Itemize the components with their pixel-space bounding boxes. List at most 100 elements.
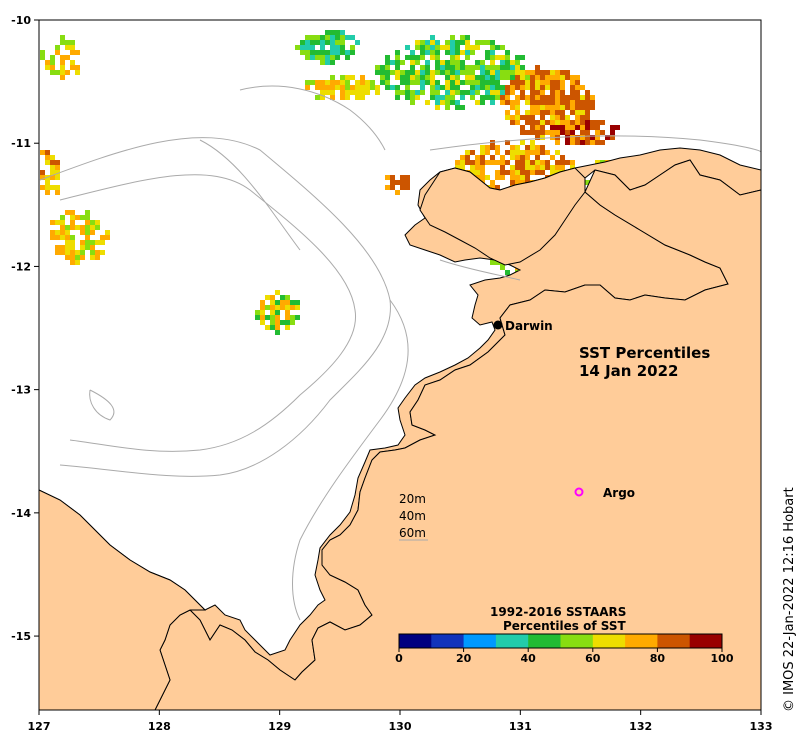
sst-pixel — [515, 155, 520, 160]
sst-pixel — [300, 50, 305, 55]
sst-pixel — [270, 300, 275, 305]
sst-pixel — [440, 65, 445, 70]
colorbar-tick-label: 100 — [711, 652, 734, 665]
sst-pixel — [525, 175, 530, 180]
sst-pixel — [335, 55, 340, 60]
sst-pixel — [575, 120, 580, 125]
sst-pixel — [350, 75, 355, 80]
sst-pixel — [470, 75, 475, 80]
sst-pixel — [460, 60, 465, 65]
colorbar-frame — [398, 633, 723, 649]
sst-pixel — [530, 95, 535, 100]
sst-pixel — [320, 45, 325, 50]
sst-pixel — [270, 320, 275, 325]
sst-pixel — [50, 70, 55, 75]
sst-pixel — [505, 270, 510, 275]
sst-pixel — [580, 135, 585, 140]
sst-pixel — [505, 140, 510, 145]
sst-pixel — [410, 70, 415, 75]
sst-pixel — [85, 225, 90, 230]
sst-pixel — [585, 115, 590, 120]
sst-pixel — [530, 170, 535, 175]
sst-pixel — [55, 45, 60, 50]
sst-pixel — [520, 75, 525, 80]
sst-pixel — [490, 95, 495, 100]
sst-pixel — [590, 105, 595, 110]
sst-pixel — [430, 85, 435, 90]
sst-pixel — [560, 120, 565, 125]
sst-pixel — [515, 95, 520, 100]
sst-pixel — [490, 45, 495, 50]
sst-pixel — [350, 90, 355, 95]
sst-pixel — [435, 60, 440, 65]
sst-pixel — [535, 130, 540, 135]
sst-pixel — [295, 305, 300, 310]
x-tick-label: 132 — [629, 720, 652, 733]
sst-pixel — [405, 70, 410, 75]
sst-pixel — [90, 230, 95, 235]
sst-pixel — [475, 90, 480, 95]
sst-pixel — [260, 310, 265, 315]
sst-pixel — [485, 150, 490, 155]
sst-pixel — [65, 225, 70, 230]
sst-pixel — [455, 50, 460, 55]
sst-pixel — [500, 75, 505, 80]
sst-pixel — [520, 90, 525, 95]
sst-pixel — [545, 80, 550, 85]
sst-pixel — [395, 55, 400, 60]
sst-pixel — [565, 135, 570, 140]
sst-pixel — [570, 130, 575, 135]
sst-pixel — [385, 80, 390, 85]
sst-pixel — [525, 170, 530, 175]
sst-pixel — [520, 95, 525, 100]
sst-pixel — [305, 55, 310, 60]
sst-pixel — [505, 60, 510, 65]
sst-pixel — [415, 60, 420, 65]
sst-pixel — [550, 75, 555, 80]
sst-pixel — [340, 35, 345, 40]
sst-pixel — [275, 300, 280, 305]
sst-pixel — [435, 45, 440, 50]
southwest-land — [38, 489, 207, 711]
sst-pixel — [610, 125, 615, 130]
sst-pixel — [570, 105, 575, 110]
sst-pixel — [405, 185, 410, 190]
sst-pixel — [560, 160, 565, 165]
sst-pixel — [75, 215, 80, 220]
sst-pixel — [40, 175, 45, 180]
sst-pixel — [390, 85, 395, 90]
sst-pixel — [80, 215, 85, 220]
x-tick-label: 127 — [28, 720, 51, 733]
sst-pixel — [335, 40, 340, 45]
sst-pixel — [415, 45, 420, 50]
sst-pixel — [325, 50, 330, 55]
sst-pixel — [305, 45, 310, 50]
sst-pixel — [280, 300, 285, 305]
sst-pixel — [445, 75, 450, 80]
sst-pixel — [525, 75, 530, 80]
sst-pixel — [65, 230, 70, 235]
sst-pixel — [60, 75, 65, 80]
colorbar-tick-label: 20 — [456, 652, 472, 665]
sst-pixel — [490, 40, 495, 45]
sst-pixel — [520, 160, 525, 165]
sst-pixel — [380, 70, 385, 75]
sst-pixel — [535, 100, 540, 105]
sst-pixel — [265, 305, 270, 310]
sst-pixel — [600, 140, 605, 145]
sst-pixel — [70, 45, 75, 50]
sst-pixel — [440, 100, 445, 105]
sst-pixel — [100, 250, 105, 255]
sst-pixel — [70, 260, 75, 265]
sst-pixel — [525, 85, 530, 90]
sst-pixel — [340, 95, 345, 100]
sst-pixel — [435, 55, 440, 60]
sst-pixel — [460, 160, 465, 165]
sst-pixel — [275, 315, 280, 320]
sst-pixel — [570, 80, 575, 85]
sst-pixel — [565, 140, 570, 145]
sst-pixel — [535, 125, 540, 130]
sst-pixel — [320, 40, 325, 45]
sst-pixel — [345, 90, 350, 95]
sst-pixel — [80, 240, 85, 245]
